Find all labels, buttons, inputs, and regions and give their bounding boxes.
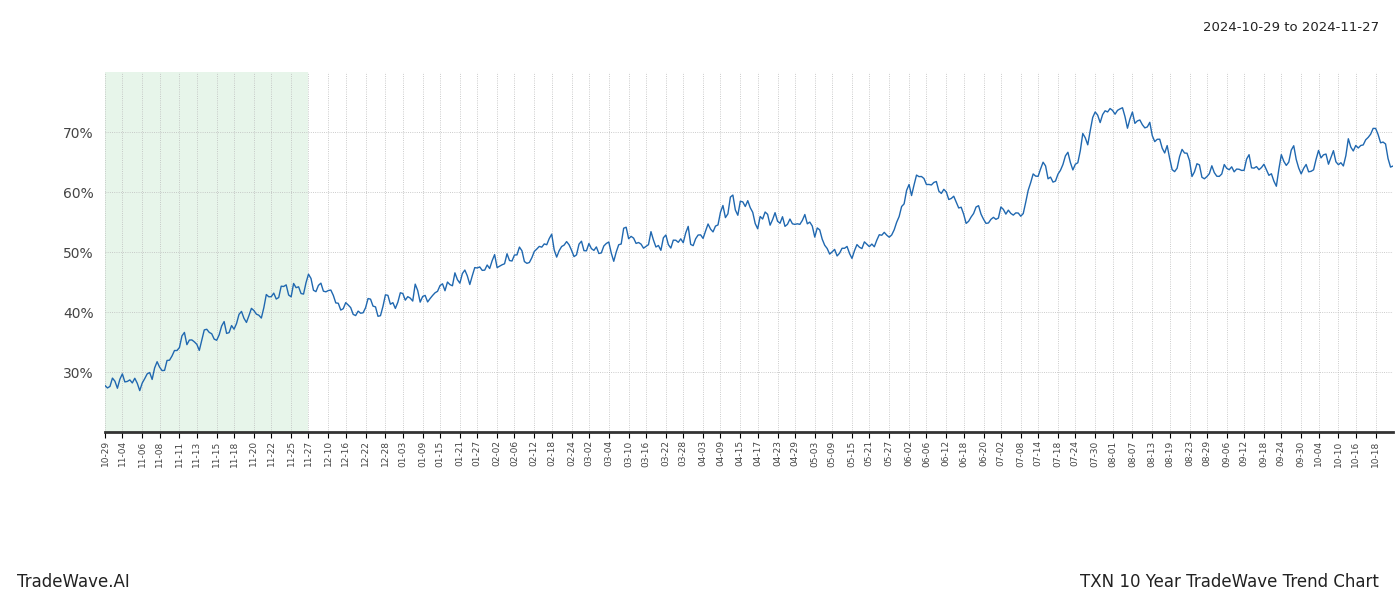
Bar	[105, 72, 308, 432]
Text: TXN 10 Year TradeWave Trend Chart: TXN 10 Year TradeWave Trend Chart	[1081, 573, 1379, 591]
Text: TradeWave.AI: TradeWave.AI	[17, 573, 130, 591]
Text: 2024-10-29 to 2024-11-27: 2024-10-29 to 2024-11-27	[1203, 21, 1379, 34]
